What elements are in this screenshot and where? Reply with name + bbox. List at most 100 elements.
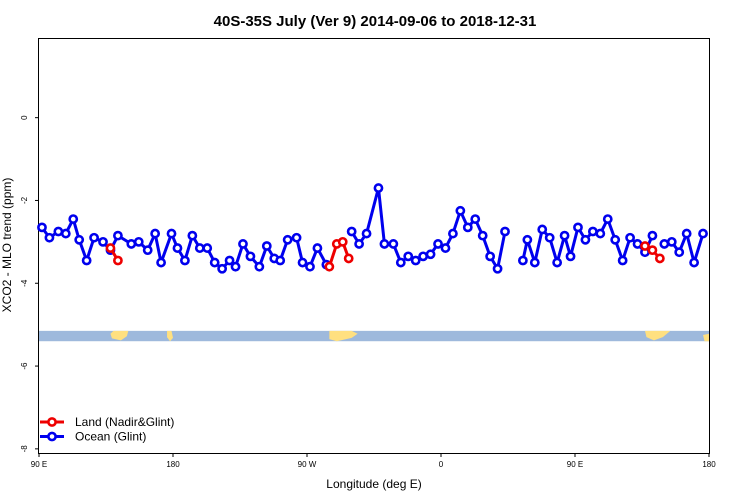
ocean-point xyxy=(305,261,315,272)
y-axis-label: XCO2 - MLO trend (ppm) xyxy=(0,178,14,313)
ocean-point xyxy=(126,239,137,249)
ocean-point xyxy=(573,222,583,233)
series-layer xyxy=(37,183,708,274)
ocean-point xyxy=(681,228,692,239)
y-axis: 0 -2 -4 -6 -8 xyxy=(20,115,39,453)
ocean-point xyxy=(172,243,183,253)
land-shape xyxy=(167,330,173,342)
ocean-point xyxy=(224,255,235,266)
ocean-point xyxy=(477,230,488,241)
ocean-point xyxy=(522,234,533,245)
ocean-point xyxy=(455,205,466,216)
ocean-point xyxy=(53,226,64,237)
ocean-point xyxy=(245,251,256,262)
land-point xyxy=(113,255,123,266)
y-tick-label: -6 xyxy=(20,362,29,370)
coastline-map-strip xyxy=(39,330,709,342)
ocean-point xyxy=(187,230,198,241)
ocean-point xyxy=(202,243,213,253)
land-shape xyxy=(329,330,358,342)
ocean-point xyxy=(60,228,71,239)
land-point xyxy=(654,253,665,264)
ocean-point xyxy=(209,257,220,268)
ocean-point xyxy=(462,222,473,233)
ocean-point xyxy=(379,239,390,249)
ocean-point xyxy=(361,228,372,239)
ocean-point xyxy=(659,239,670,249)
land-legend-label: Land (Nadir&Glint) xyxy=(75,415,174,429)
ocean-point xyxy=(448,228,458,239)
land-shape xyxy=(110,330,129,341)
ocean-point xyxy=(610,234,621,245)
ocean-point xyxy=(617,255,628,266)
land-series xyxy=(105,236,665,272)
ocean-point xyxy=(580,234,591,245)
ocean-point xyxy=(698,228,708,239)
ocean-point xyxy=(587,226,598,237)
ocean-point xyxy=(37,222,47,233)
x-tick-label: 90 E xyxy=(567,460,583,469)
ocean-point xyxy=(470,214,481,224)
ocean-point xyxy=(565,251,576,262)
x-tick-label: 90 E xyxy=(31,460,47,469)
ocean-point xyxy=(230,261,241,272)
ocean-point xyxy=(559,230,570,241)
ocean-point xyxy=(44,232,55,243)
x-tick-label: 180 xyxy=(702,460,716,469)
ocean-legend-label: Ocean (Glint) xyxy=(75,430,146,444)
ocean-point xyxy=(346,226,357,237)
ocean-point xyxy=(529,257,540,268)
land-point xyxy=(105,243,116,253)
ocean-point xyxy=(410,255,421,266)
ocean-point xyxy=(492,263,503,274)
ocean-band xyxy=(39,330,709,342)
ocean-point xyxy=(180,255,190,266)
ocean-point xyxy=(544,232,555,243)
ocean-point xyxy=(517,255,528,266)
x-axis: 90 E 180 90 W 0 90 E 180 xyxy=(31,453,716,469)
legend: Land (Nadir&Glint)Ocean (Glint) xyxy=(40,415,174,444)
land-point xyxy=(324,261,335,272)
chart-title: 40S-35S July (Ver 9) 2014-09-06 to 2018-… xyxy=(214,13,537,30)
x-tick-label: 0 xyxy=(439,460,444,469)
ocean-point xyxy=(674,247,685,258)
x-tick-label: 90 W xyxy=(298,460,317,469)
land-point xyxy=(343,253,354,264)
ocean-point xyxy=(485,251,496,262)
land-point xyxy=(647,245,658,256)
ocean-point xyxy=(133,236,144,247)
y-tick-label: -8 xyxy=(20,445,29,453)
x-tick-label: 180 xyxy=(166,460,180,469)
ocean-point xyxy=(433,239,443,249)
ocean-point xyxy=(312,243,323,253)
ocean-point xyxy=(689,257,700,268)
ocean-point xyxy=(194,243,205,253)
ocean-point xyxy=(500,226,510,237)
ocean-point xyxy=(595,228,606,239)
y-tick-label: -2 xyxy=(20,196,29,204)
ocean-point xyxy=(291,232,302,243)
plot-frame xyxy=(38,38,710,454)
y-tick-label: -4 xyxy=(20,279,29,287)
ocean-point xyxy=(156,257,166,268)
ocean-point xyxy=(537,224,548,235)
ocean-point xyxy=(395,257,406,268)
ocean-point xyxy=(150,228,161,239)
ocean-point xyxy=(98,236,108,247)
ocean-point xyxy=(68,214,79,224)
ocean-point xyxy=(418,251,429,262)
ocean-point xyxy=(602,214,613,224)
ocean-point xyxy=(74,234,85,245)
ocean-point xyxy=(238,239,248,249)
ocean-point xyxy=(354,239,365,249)
ocean-point xyxy=(625,232,635,243)
ocean-point xyxy=(261,241,272,251)
ocean-point xyxy=(217,263,228,274)
ocean-point xyxy=(373,183,384,193)
ocean-point xyxy=(297,257,308,268)
ocean-point xyxy=(666,236,677,247)
ocean-point xyxy=(632,239,643,249)
ocean-point xyxy=(81,255,92,266)
ocean-point xyxy=(254,261,265,272)
ocean-point xyxy=(166,228,177,239)
